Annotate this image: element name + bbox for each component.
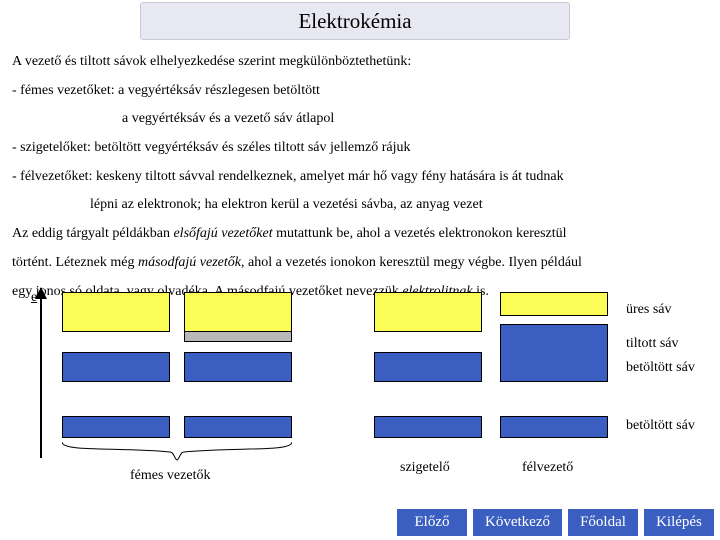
- line-4: - szigetelőket: betöltött vegyértéksáv é…: [12, 134, 708, 163]
- line-3: a vegyértéksáv és a vezető sáv átlapol: [12, 105, 708, 134]
- line-7i: elsőfajú vezetőket: [173, 226, 272, 241]
- band-c2-filled-lower: [184, 416, 292, 438]
- caption-semiconductor: félvezető: [522, 460, 573, 476]
- line-1: A vezető és tiltott sávok elhelyezkedése…: [12, 48, 708, 77]
- prev-button[interactable]: Előző: [397, 509, 467, 536]
- band-c3-filled-lower: [374, 416, 482, 438]
- band-c3-empty: [374, 292, 482, 332]
- row-label-empty: üres sáv: [626, 302, 672, 318]
- nav-bar: Előző Következő Főoldal Kilépés: [397, 509, 714, 536]
- band-c4-filled-upper: [500, 324, 608, 382]
- band-c1-empty: [62, 292, 170, 332]
- line-8i: másodfajú vezetők: [138, 255, 241, 270]
- row-label-forbidden: tiltott sáv: [626, 336, 679, 352]
- metal-brace: [62, 442, 292, 462]
- body-text: A vezető és tiltott sávok elhelyezkedése…: [12, 48, 708, 306]
- home-button[interactable]: Főoldal: [568, 509, 638, 536]
- line-7: Az eddig tárgyalt példákban elsőfajú vez…: [12, 220, 708, 249]
- caption-metal: fémes vezetők: [130, 468, 210, 484]
- band-c3-filled-upper: [374, 352, 482, 382]
- line-8: történt. Léteznek még másodfajú vezetők,…: [12, 249, 708, 278]
- band-diagram: e üres sáv tiltott sáv betöltött sáv bet…: [0, 288, 720, 498]
- row-label-filled-1: betöltött sáv: [626, 360, 695, 376]
- band-c4-empty: [500, 292, 608, 316]
- line-8b: , ahol a vezetés ionokon keresztül megy …: [241, 255, 582, 270]
- page-title: Elektrokémia: [140, 2, 570, 40]
- energy-axis-label: e: [31, 290, 37, 306]
- line-8a: történt. Léteznek még: [12, 255, 138, 270]
- line-2: - fémes vezetőket: a vegyértéksáv részle…: [12, 77, 708, 106]
- band-c2-filled-upper: [184, 352, 292, 382]
- line-7b: mutattunk be, ahol a vezetés elektronoko…: [273, 226, 567, 241]
- band-c4-filled-lower: [500, 416, 608, 438]
- band-c1-filled-upper: [62, 352, 170, 382]
- row-label-filled-2: betöltött sáv: [626, 418, 695, 434]
- band-c1-filled-lower: [62, 416, 170, 438]
- line-7a: Az eddig tárgyalt példákban: [12, 226, 173, 241]
- next-button[interactable]: Következő: [473, 509, 562, 536]
- exit-button[interactable]: Kilépés: [644, 509, 714, 536]
- page-title-text: Elektrokémia: [298, 9, 411, 34]
- band-c2-empty: [184, 292, 292, 332]
- caption-insulator: szigetelő: [400, 460, 450, 476]
- line-5: - félvezetőket: keskeny tiltott sávval r…: [12, 163, 708, 192]
- energy-axis: [40, 288, 42, 458]
- band-c2-overlap: [184, 332, 292, 342]
- line-6: lépni az elektronok; ha elektron kerül a…: [12, 191, 708, 220]
